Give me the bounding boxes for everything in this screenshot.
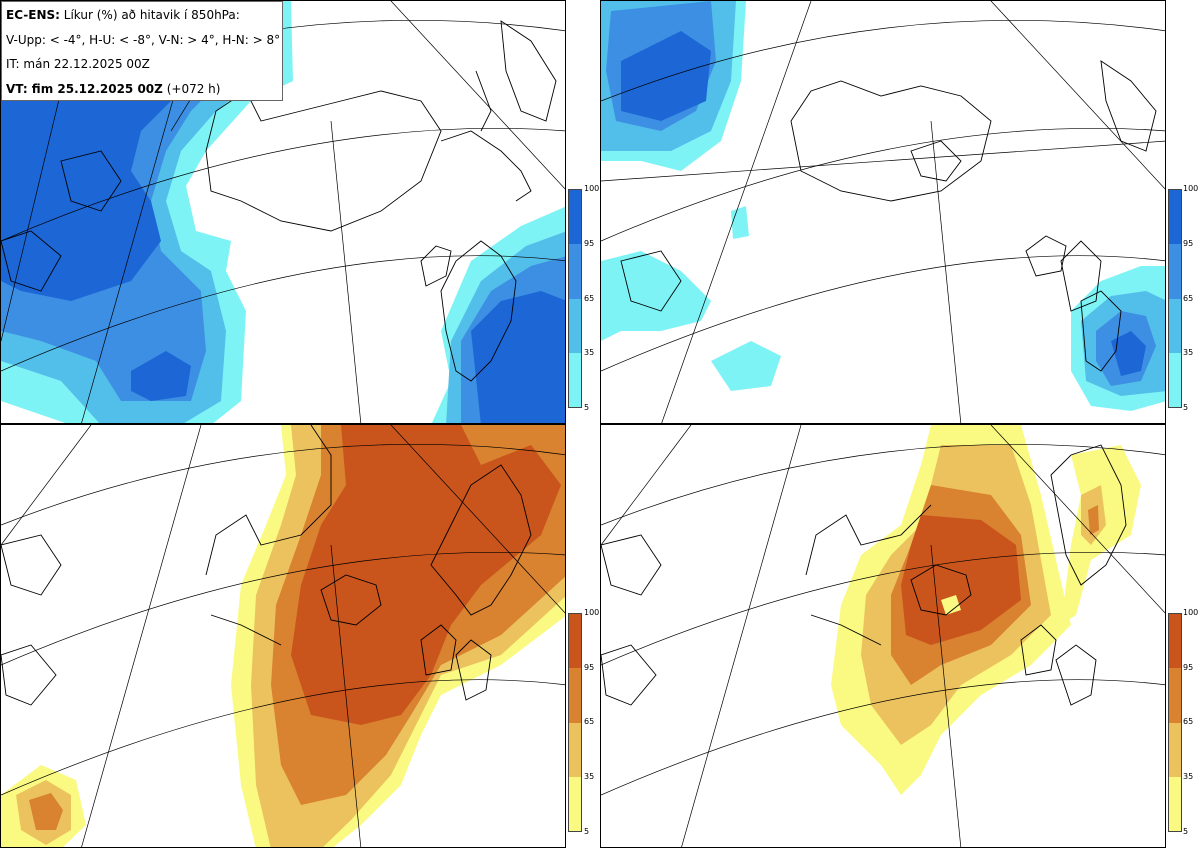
description: Líkur (%) að hitavik í 850hPa: [63, 8, 240, 22]
colorbar-tick: 65 [584, 717, 595, 726]
colorbar-segment [569, 190, 581, 245]
prob-area-95 [621, 31, 711, 121]
colorbar-cold-right [1168, 189, 1182, 408]
graticule [1, 425, 565, 847]
map-info-box: EC-ENS: Líkur (%) að hitavik í 850hPa: V… [1, 1, 283, 101]
prob-area-5 [711, 341, 781, 391]
colorbar-tick: 95 [1183, 239, 1194, 248]
colorbar-tick: 5 [584, 827, 590, 836]
colorbar-tick: 100 [584, 608, 600, 617]
colorbar-tick: 65 [1183, 717, 1194, 726]
lead-time: (+072 h) [166, 81, 221, 96]
title-line: EC-ENS: Líkur (%) að hitavik í 850hPa: [6, 3, 278, 28]
colorbar-tick: 5 [1183, 403, 1189, 412]
graticule [601, 1, 1165, 423]
colorbar-segment [1169, 668, 1181, 723]
colorbar-warm-left [568, 613, 582, 832]
graticule [601, 425, 1165, 847]
colorbar-segment [1169, 776, 1181, 831]
thresholds-line: V-Upp: < -4°, H-U: < -8°, V-N: > 4°, H-N… [6, 32, 281, 47]
colorbar-segment [1169, 244, 1181, 299]
prob-area-5 [731, 206, 749, 239]
init-time: IT: mán 22.12.2025 00Z [6, 57, 150, 71]
map-panel-top-left: EC-ENS: Líkur (%) að hitavik í 850hPa: V… [0, 0, 566, 424]
map-panel-bottom-right [600, 424, 1166, 848]
colorbar-cold-left [568, 189, 582, 408]
colorbar-segment [569, 614, 581, 669]
prob-area-65 [29, 793, 63, 830]
colorbar-tick: 35 [1183, 772, 1194, 781]
map-panel-top-right [600, 0, 1166, 424]
valid-time: VT: fim 25.12.2025 00Z [6, 81, 163, 96]
colorbar-segment [569, 776, 581, 831]
map-panel-bottom-left [0, 424, 566, 848]
colorbar-tick: 95 [584, 663, 595, 672]
prob-area-5 [1061, 445, 1141, 625]
prob-area-95 [1111, 331, 1146, 376]
prob-area-65 [1088, 505, 1099, 535]
prob-area-95 [471, 291, 565, 423]
probability-map [601, 1, 1165, 423]
colorbar-segment [569, 298, 581, 353]
prob-area-5 [601, 251, 711, 341]
colorbar-tick: 5 [584, 403, 590, 412]
colorbar-tick: 65 [584, 294, 595, 303]
colorbar-segment [1169, 722, 1181, 777]
probability-map [601, 425, 1165, 847]
colorbar-tick: 35 [1183, 348, 1194, 357]
colorbar-tick: 5 [1183, 827, 1189, 836]
colorbar-segment [1169, 190, 1181, 245]
prob-area-5 [941, 595, 961, 615]
valid-time-line: VT: fim 25.12.2025 00Z (+072 h) [6, 77, 278, 102]
colorbar-tick: 65 [1183, 294, 1194, 303]
colorbar-tick: 100 [1183, 184, 1199, 193]
coastline [1, 425, 532, 706]
colorbar-segment [1169, 352, 1181, 407]
colorbar-segment [1169, 298, 1181, 353]
model-label: EC-ENS: [6, 8, 60, 22]
colorbar-warm-right [1168, 613, 1182, 832]
colorbar-segment [1169, 614, 1181, 669]
colorbar-tick: 35 [584, 772, 595, 781]
prob-area-95 [131, 351, 191, 401]
coastline [620, 60, 1157, 372]
colorbar-tick: 100 [584, 184, 600, 193]
colorbar-tick: 100 [1183, 608, 1199, 617]
colorbar-segment [569, 352, 581, 407]
coastline [1, 20, 557, 382]
colorbar-segment [569, 668, 581, 723]
probability-map [1, 425, 565, 847]
colorbar-tick: 95 [1183, 663, 1194, 672]
prob-area-95 [291, 425, 561, 725]
colorbar-tick: 95 [584, 239, 595, 248]
colorbar-tick: 35 [584, 348, 595, 357]
colorbar-segment [569, 244, 581, 299]
colorbar-segment [569, 722, 581, 777]
